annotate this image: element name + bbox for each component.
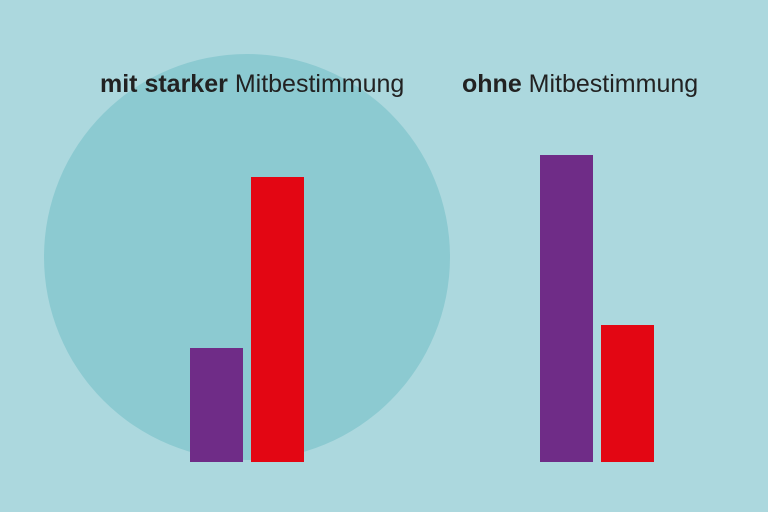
group-label-emphasis: ohne (462, 70, 522, 98)
group-label-emphasis: mit starker (100, 70, 228, 98)
bar (540, 155, 593, 462)
group-label-text: Mitbestimmung (235, 70, 405, 98)
bar (190, 348, 243, 462)
group-label: ohne Mitbestimmung (462, 70, 698, 98)
group-label: mit starker Mitbestimmung (100, 70, 404, 98)
highlight-circle (44, 54, 450, 460)
bar (601, 325, 654, 462)
bar (251, 177, 304, 462)
group-label-text: Mitbestimmung (529, 70, 699, 98)
